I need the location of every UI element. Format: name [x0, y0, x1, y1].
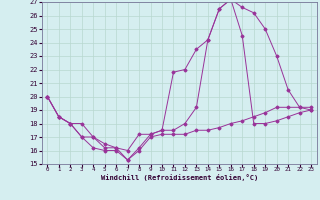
X-axis label: Windchill (Refroidissement éolien,°C): Windchill (Refroidissement éolien,°C) — [100, 174, 258, 181]
